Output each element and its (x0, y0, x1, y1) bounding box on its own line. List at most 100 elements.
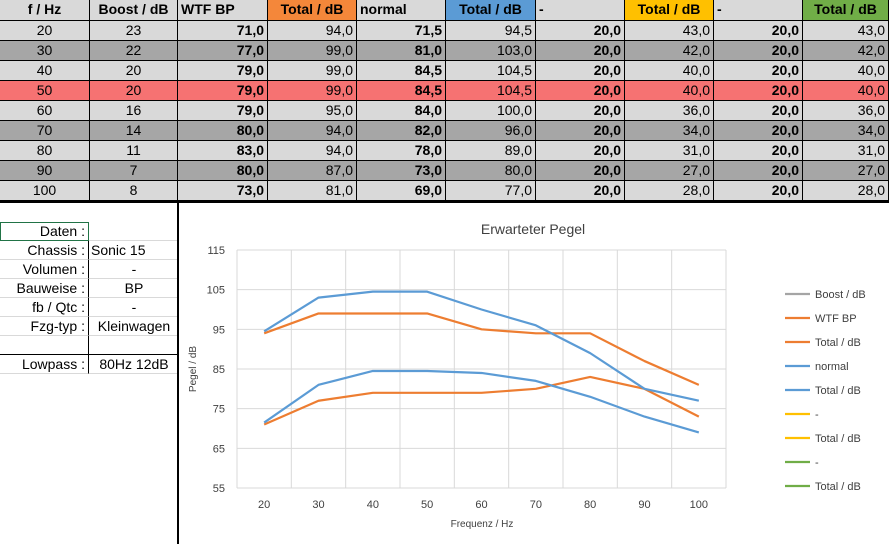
table-cell[interactable]: 7 (90, 161, 178, 181)
table-cell[interactable]: 20,0 (536, 41, 625, 61)
column-header[interactable]: - (714, 0, 803, 21)
table-cell[interactable]: 82,0 (357, 121, 446, 141)
table-cell[interactable]: 95,0 (268, 101, 357, 121)
table-cell[interactable]: 20,0 (714, 181, 803, 201)
level-chart[interactable]: Erwarteter Pegel 55 65 75 85 95 105 115 20 30 40… (179, 203, 889, 544)
table-cell[interactable]: 77,0 (178, 41, 268, 61)
table-cell[interactable]: 20,0 (714, 161, 803, 181)
table-cell[interactable]: 71,0 (178, 21, 268, 41)
table-cell[interactable]: 104,5 (446, 61, 536, 81)
info-value[interactable]: BP (89, 279, 177, 298)
table-cell[interactable]: 40 (0, 61, 90, 81)
info-value[interactable]: - (89, 298, 177, 317)
table-cell[interactable]: 27,0 (625, 161, 714, 181)
table-cell[interactable]: 14 (90, 121, 178, 141)
info-value[interactable]: Kleinwagen (89, 317, 177, 336)
table-cell[interactable]: 43,0 (803, 21, 889, 41)
table-cell[interactable]: 81,0 (357, 41, 446, 61)
table-cell[interactable]: 69,0 (357, 181, 446, 201)
info-label[interactable]: fb / Qtc : (0, 298, 89, 317)
table-cell[interactable]: 20,0 (536, 21, 625, 41)
table-cell[interactable]: 31,0 (803, 141, 889, 161)
table-cell[interactable]: 31,0 (625, 141, 714, 161)
table-cell[interactable]: 84,0 (357, 101, 446, 121)
table-cell[interactable]: 73,0 (357, 161, 446, 181)
table-cell[interactable]: 28,0 (625, 181, 714, 201)
column-header[interactable]: normal (357, 0, 446, 21)
table-cell[interactable]: 42,0 (625, 41, 714, 61)
info-value[interactable]: 80Hz 12dB (89, 355, 177, 374)
table-cell[interactable]: 104,5 (446, 81, 536, 101)
table-cell[interactable]: 20,0 (536, 161, 625, 181)
info-label[interactable] (0, 336, 89, 355)
table-cell[interactable]: 80,0 (178, 121, 268, 141)
info-value[interactable] (89, 336, 177, 355)
table-cell[interactable]: 60 (0, 101, 90, 121)
table-cell[interactable]: 83,0 (178, 141, 268, 161)
table-cell[interactable]: 99,0 (268, 41, 357, 61)
table-cell[interactable]: 96,0 (446, 121, 536, 141)
table-cell[interactable]: 43,0 (625, 21, 714, 41)
table-cell[interactable]: 103,0 (446, 41, 536, 61)
table-cell[interactable]: 94,0 (268, 21, 357, 41)
info-value[interactable]: Sonic 15 (89, 241, 177, 260)
table-cell[interactable]: 40,0 (625, 61, 714, 81)
info-label[interactable]: Lowpass : (0, 355, 89, 374)
info-label[interactable]: Volumen : (0, 260, 89, 279)
table-cell[interactable]: 89,0 (446, 141, 536, 161)
column-header[interactable]: WTF BP (178, 0, 268, 21)
table-cell[interactable]: 40,0 (803, 81, 889, 101)
info-value[interactable] (89, 222, 177, 241)
table-cell[interactable]: 20,0 (536, 181, 625, 201)
table-cell[interactable]: 79,0 (178, 61, 268, 81)
column-header[interactable]: Total / dB (625, 0, 714, 21)
table-cell[interactable]: 20,0 (714, 41, 803, 61)
info-label[interactable]: Bauweise : (0, 279, 89, 298)
table-cell[interactable]: 20,0 (714, 21, 803, 41)
table-cell[interactable]: 20 (0, 21, 90, 41)
table-cell[interactable]: 20,0 (536, 101, 625, 121)
table-cell[interactable]: 40,0 (803, 61, 889, 81)
table-cell[interactable]: 87,0 (268, 161, 357, 181)
table-cell[interactable]: 20,0 (714, 141, 803, 161)
table-cell[interactable]: 20,0 (714, 121, 803, 141)
table-cell[interactable]: 20,0 (536, 121, 625, 141)
column-header[interactable]: Total / dB (803, 0, 889, 21)
table-cell[interactable]: 70 (0, 121, 90, 141)
table-cell[interactable]: 40,0 (625, 81, 714, 101)
table-cell[interactable]: 20,0 (536, 81, 625, 101)
table-cell[interactable]: 79,0 (178, 101, 268, 121)
table-cell[interactable]: 80,0 (178, 161, 268, 181)
column-header[interactable]: Total / dB (268, 0, 357, 21)
info-label[interactable]: Daten : (0, 222, 89, 241)
info-label[interactable]: Chassis : (0, 241, 89, 260)
table-cell[interactable]: 34,0 (803, 121, 889, 141)
table-cell[interactable]: 20,0 (714, 81, 803, 101)
table-cell[interactable]: 80 (0, 141, 90, 161)
table-cell[interactable]: 42,0 (803, 41, 889, 61)
column-header[interactable]: Total / dB (446, 0, 536, 21)
table-cell[interactable]: 30 (0, 41, 90, 61)
table-cell[interactable]: 90 (0, 161, 90, 181)
table-cell[interactable]: 100 (0, 181, 90, 201)
table-cell[interactable]: 16 (90, 101, 178, 121)
table-cell[interactable]: 27,0 (803, 161, 889, 181)
table-cell[interactable]: 8 (90, 181, 178, 201)
table-cell[interactable]: 23 (90, 21, 178, 41)
table-cell[interactable]: 84,5 (357, 81, 446, 101)
table-cell[interactable]: 50 (0, 81, 90, 101)
table-cell[interactable]: 77,0 (446, 181, 536, 201)
table-cell[interactable]: 36,0 (803, 101, 889, 121)
table-cell[interactable]: 94,0 (268, 121, 357, 141)
table-cell[interactable]: 71,5 (357, 21, 446, 41)
table-cell[interactable]: 78,0 (357, 141, 446, 161)
table-cell[interactable]: 20,0 (714, 101, 803, 121)
table-cell[interactable]: 20 (90, 81, 178, 101)
table-cell[interactable]: 99,0 (268, 61, 357, 81)
table-cell[interactable]: 99,0 (268, 81, 357, 101)
info-value[interactable]: - (89, 260, 177, 279)
table-cell[interactable]: 100,0 (446, 101, 536, 121)
column-header[interactable]: - (536, 0, 625, 21)
table-cell[interactable]: 73,0 (178, 181, 268, 201)
table-cell[interactable]: 20,0 (714, 61, 803, 81)
